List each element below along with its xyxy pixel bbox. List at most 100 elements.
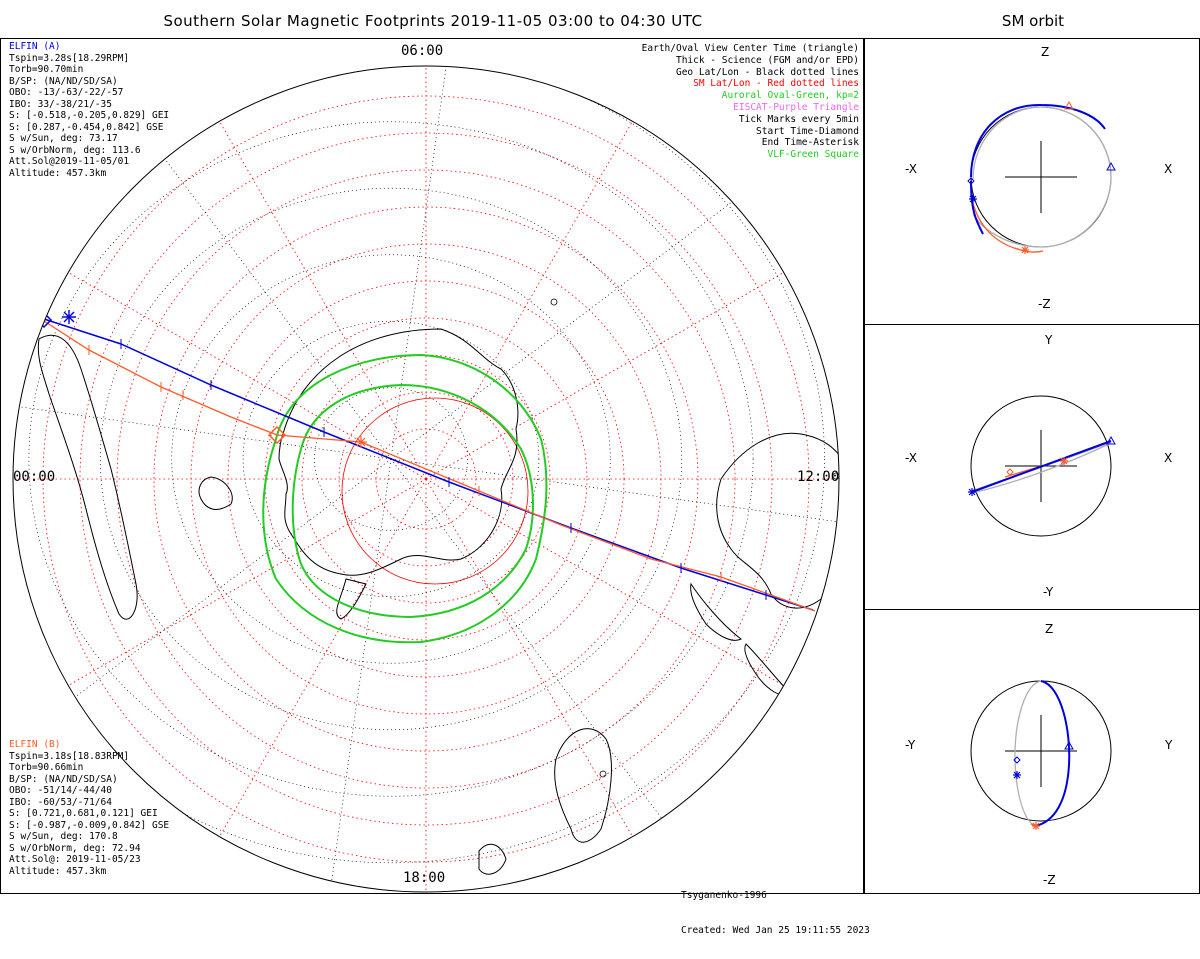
sm-lon-line <box>53 263 427 480</box>
end-asterisk <box>1032 822 1040 830</box>
info-line: Altitude: 457.3km <box>9 167 107 179</box>
end-asterisk <box>969 195 977 203</box>
geo-lon-line <box>390 145 807 460</box>
sm-grid <box>13 66 839 892</box>
geo-lon-line <box>390 66 464 460</box>
sm-inner-circle <box>341 397 529 585</box>
info-line: Att.Sol@: 2019-11-05/23 <box>9 854 141 865</box>
end-asterisk <box>1060 457 1068 465</box>
geo-lon-line <box>318 458 392 892</box>
coastline <box>198 476 233 510</box>
axis-label-top: Y <box>1045 333 1053 347</box>
legend-item: Thick - Science (FGM and/or EPD) <box>675 54 859 66</box>
elfin-b-end-asterisk <box>355 436 367 448</box>
coastline <box>744 643 792 696</box>
geo-lat-circle <box>314 387 468 531</box>
globe-outline <box>12 65 840 893</box>
start-diamond <box>1006 468 1014 476</box>
orbit-plot-xy <box>968 395 1116 537</box>
coastline <box>278 328 519 576</box>
legend-item: Geo Lat/Lon - Black dotted lines <box>675 66 859 78</box>
footprint-map <box>12 65 840 893</box>
info-line: OBO: -51/14/-44/40 <box>9 785 112 796</box>
info-line: Torb=90.70min <box>9 64 84 75</box>
elfin-a-orbit <box>970 103 1106 235</box>
orbit-panel-yz: Z -Z -Y Y <box>864 609 1200 894</box>
sm-lat-circle <box>153 206 699 752</box>
view-center-triangle <box>1106 435 1116 445</box>
sm-lon-line <box>210 106 427 480</box>
orbit-panel-xy: Y -Y -X X <box>864 324 1200 610</box>
auroral-oval-inner <box>291 383 534 619</box>
info-line: Tspin=3.18s[18.83RPM] <box>9 750 130 762</box>
info-line: S: [-0.518,-0.205,0.829] GEI <box>9 110 170 121</box>
plot-title: Southern Solar Magnetic Footprints 2019-… <box>163 12 703 30</box>
legend-item: VLF-Green Square <box>767 149 859 161</box>
info-line: S: [0.287,-0.454,0.842] GSE <box>9 121 164 133</box>
axis-label-left: -X <box>905 451 917 465</box>
info-line: ELFIN (B) <box>9 739 61 750</box>
view-center-triangle <box>1064 100 1074 110</box>
info-line: Altitude: 457.3km <box>9 865 107 877</box>
legend-item: Tick Marks every 5min <box>738 113 859 125</box>
elfin-a-orbit <box>971 440 1112 493</box>
axis-label-bottom: -Z <box>1038 297 1051 311</box>
start-diamond <box>967 177 975 185</box>
coastline <box>37 334 138 620</box>
hour-label-bottom: 18:00 <box>403 870 446 886</box>
info-line: S w/Sun, deg: 73.17 <box>9 133 118 144</box>
axis-label-bottom: -Z <box>1043 873 1056 887</box>
created-timestamp: Created: Wed Jan 25 19:11:55 2023 <box>681 924 870 936</box>
geo-lat-circle <box>28 121 754 797</box>
elfin-a-end-asterisk <box>62 310 76 324</box>
footprint-tracks <box>35 310 816 612</box>
info-line: Torb=90.66min <box>9 762 84 773</box>
coastline <box>336 578 367 620</box>
info-line: S: [-0.987,-0.009,0.842] GSE <box>9 819 170 831</box>
credits: Tsyganenko-1996 Created: Wed Jan 25 19:1… <box>681 867 870 959</box>
island <box>550 298 558 306</box>
earth-circle <box>970 395 1112 537</box>
sm-lon-line <box>210 478 427 852</box>
coastline <box>478 843 507 875</box>
info-line: IBO: -60/53/-71/64 <box>9 796 112 808</box>
elfin-a-orbit <box>1034 680 1071 827</box>
info-line: OBO: -13/-63/-22/-57 <box>9 87 124 98</box>
geo-lon-line <box>390 458 705 875</box>
hour-label-right: 12:00 <box>797 469 840 485</box>
geo-lon-line <box>13 386 392 460</box>
info-line: IBO: 33/-38/21/-35 <box>9 98 112 110</box>
orbit-panel-xz: Z -Z -X X <box>864 38 1200 325</box>
elfin-b-orbit <box>1014 680 1042 827</box>
sm-lat-circle <box>301 354 551 604</box>
elfin-b-orbit-segment <box>970 193 1044 253</box>
info-line: S w/Sun, deg: 170.8 <box>9 831 118 842</box>
axis-label-bottom: -Y <box>1043 585 1054 599</box>
legend-item: End Time-Asterisk <box>761 137 859 149</box>
legend-item: Earth/Oval View Center Time (triangle) <box>641 43 859 54</box>
legend-item: SM Lat/Lon - Red dotted lines <box>693 78 859 90</box>
coastline <box>690 582 742 641</box>
start-diamond <box>1013 756 1021 764</box>
coastline <box>716 432 839 609</box>
elfin-b-info: ELFIN (B) Tspin=3.18s[18.83RPM] Torb=90.66… <box>9 739 169 877</box>
axis-label-right: Y <box>1165 738 1173 752</box>
sm-lon-line <box>53 478 427 695</box>
view-center-triangle <box>1064 740 1074 750</box>
orbit-title: SM orbit <box>1001 12 1065 30</box>
geo-lat-circle <box>171 254 611 664</box>
axis-label-top: Z <box>1045 622 1054 636</box>
legend-item: Start Time-Diamond <box>756 125 859 137</box>
elfin-a-info: ELFIN (A) Tspin=3.28s[18.29RPM] Torb=90.70… <box>9 41 169 179</box>
info-line: S w/OrbNorm, deg: 113.6 <box>9 144 141 156</box>
hour-label-top: 06:00 <box>401 43 444 59</box>
island <box>832 472 839 480</box>
end-asterisk <box>968 488 976 496</box>
coastline <box>554 728 612 843</box>
legend-item: Auroral Oval-Green, kp=2 <box>721 90 859 102</box>
sm-lon-line <box>425 478 799 695</box>
elfin-a-track <box>43 318 814 611</box>
geo-grid <box>13 66 839 892</box>
end-asterisk <box>1021 246 1029 254</box>
axis-label-left: -Y <box>905 738 916 752</box>
